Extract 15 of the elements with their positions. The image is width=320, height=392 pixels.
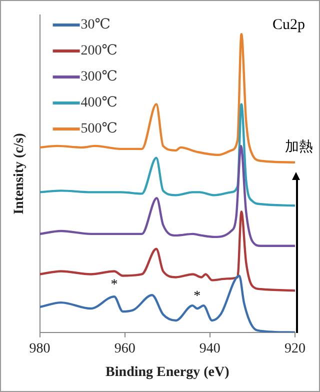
legend-label: 300℃ bbox=[80, 70, 118, 85]
legend-label: 400℃ bbox=[80, 96, 118, 111]
annotation: * bbox=[110, 277, 118, 292]
legend-label: 200℃ bbox=[80, 44, 118, 59]
annotation: * bbox=[194, 289, 201, 304]
x-tick-label: 920 bbox=[284, 341, 306, 356]
legend-label: 500℃ bbox=[80, 122, 118, 137]
annotation: 加熱 bbox=[285, 139, 313, 156]
text: Cu2p bbox=[272, 16, 305, 33]
x-tick-label: 980 bbox=[29, 341, 50, 356]
y-axis-title: Intensity (c/s) bbox=[12, 132, 28, 214]
x-tick-label: 960 bbox=[114, 341, 136, 356]
legend-label: 30℃ bbox=[80, 18, 110, 33]
x-tick-label: 940 bbox=[199, 341, 220, 356]
x-axis-title: Binding Energy (eV) bbox=[106, 365, 230, 380]
